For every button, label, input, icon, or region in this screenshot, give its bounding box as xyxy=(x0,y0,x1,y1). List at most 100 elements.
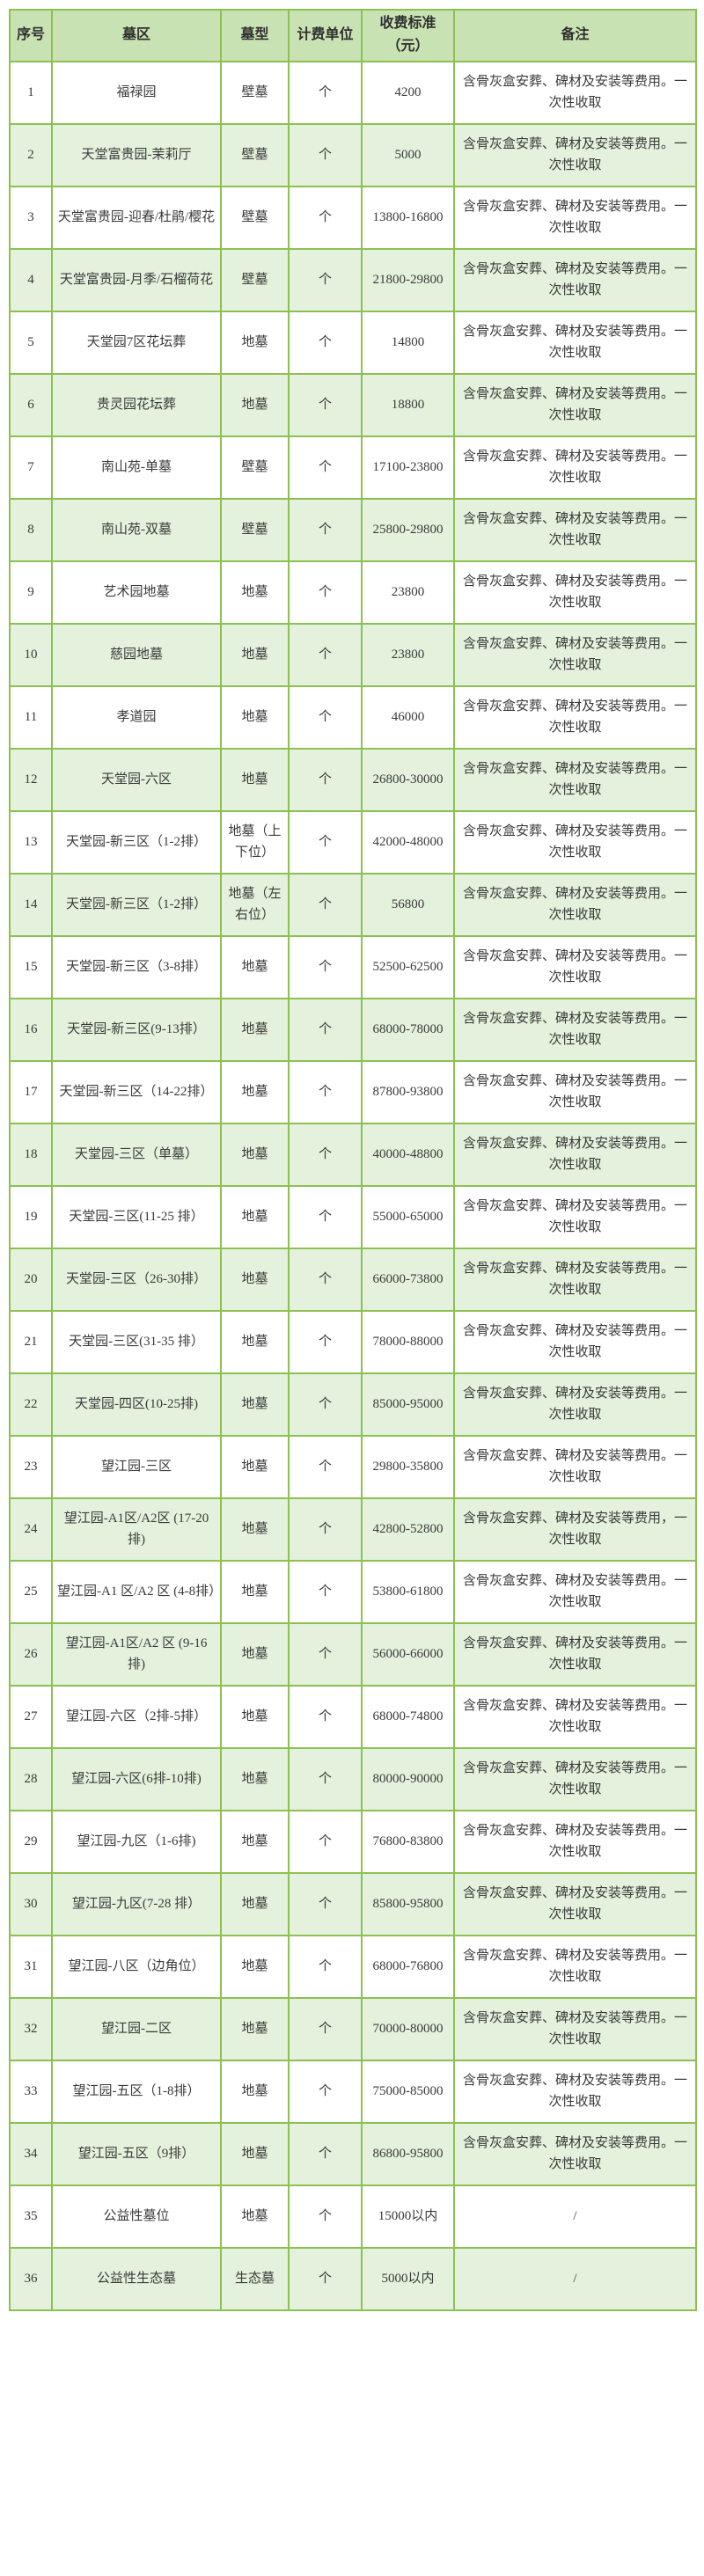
note-cell: 含骨灰盒安葬、碑材及安装等费用。一次性收取 xyxy=(453,872,697,937)
table-row: 2 天堂富贵园-茉莉厅 壁墓个 5000 含骨灰盒安葬、碑材及安装等费用。一次性收取 xyxy=(9,122,697,187)
table-row: 1 福禄园 壁墓个 4200 含骨灰盒安葬、碑材及安装等费用。一次性收取 xyxy=(9,60,697,125)
unit-cell: 个 xyxy=(288,1934,363,1999)
fee-cell: 86800-95800 xyxy=(361,2121,455,2186)
unit-cell: 个 xyxy=(288,809,363,875)
fee-cell: 80000-90000 xyxy=(361,1746,455,1811)
fee-cell: 68000-78000 xyxy=(361,997,455,1062)
column-header-no: 序号 xyxy=(9,9,53,62)
row-index-cell: 36 xyxy=(9,2246,53,2311)
unit-cell: 个 xyxy=(288,1497,363,1562)
column-header-fee: 收费标准（元） xyxy=(361,9,455,62)
fee-cell: 68000-74800 xyxy=(361,1684,455,1749)
row-index-cell: 21 xyxy=(9,1309,53,1374)
unit-cell: 个 xyxy=(288,310,363,375)
note-cell: 含骨灰盒安葬、碑材及安装等费用。一次性收取 xyxy=(453,1934,697,1999)
row-index-cell: 10 xyxy=(9,622,53,687)
note-cell: 含骨灰盒安葬、碑材及安装等费用。一次性收取 xyxy=(453,1372,697,1437)
fee-cell: 23800 xyxy=(361,622,455,687)
tomb-type-cell: 地墓 xyxy=(220,372,290,437)
fee-cell: 56800 xyxy=(361,872,455,937)
area-cell: 南山苑-单墓 xyxy=(51,435,222,500)
unit-cell: 个 xyxy=(288,60,363,125)
tomb-type-cell: 地墓 xyxy=(220,747,290,812)
fee-cell: 68000-76800 xyxy=(361,1934,455,1999)
unit-cell: 个 xyxy=(288,497,363,562)
table-row: 11 孝道园 地墓个 46000 含骨灰盒安葬、碑材及安装等费用。一次性收取 xyxy=(9,684,697,750)
table-row: 9 艺术园地墓 地墓个 23800 含骨灰盒安葬、碑材及安装等费用。一次性收取 xyxy=(9,560,697,625)
tomb-type-cell: 地墓 xyxy=(220,310,290,375)
note-cell: 含骨灰盒安葬、碑材及安装等费用。一次性收取 xyxy=(453,934,697,999)
table-row: 27 望江园-六区（2排-5排） 地墓个 68000-74800 含骨灰盒安葬、碑材及安… xyxy=(9,1684,697,1749)
tomb-type-cell: 地墓 xyxy=(220,1809,290,1874)
unit-cell: 个 xyxy=(288,247,363,312)
row-index-cell: 32 xyxy=(9,1996,53,2061)
area-cell: 天堂园-新三区（3-8排） xyxy=(51,934,222,999)
area-cell: 天堂富贵园-茉莉厅 xyxy=(51,122,222,187)
fee-cell: 25800-29800 xyxy=(361,497,455,562)
area-cell: 望江园-A1 区/A2 区 (4-8排） xyxy=(51,1559,222,1624)
area-cell: 天堂园-六区 xyxy=(51,747,222,812)
tomb-type-cell: 地墓 xyxy=(220,622,290,687)
tomb-type-cell: 地墓 xyxy=(220,2184,290,2249)
unit-cell: 个 xyxy=(288,872,363,937)
fee-cell: 70000-80000 xyxy=(361,1996,455,2061)
row-index-cell: 2 xyxy=(9,122,53,187)
unit-cell: 个 xyxy=(288,622,363,687)
note-cell: 含骨灰盒安葬、碑材及安装等费用。一次性收取 xyxy=(453,2121,697,2186)
table-row: 19 天堂园-三区(11-25 排） 地墓个 55000-65000 含骨灰盒安葬、碑材… xyxy=(9,1184,697,1249)
fee-cell: 4200 xyxy=(361,60,455,125)
unit-cell: 个 xyxy=(288,747,363,812)
tomb-type-cell: 壁墓 xyxy=(220,185,290,250)
fee-cell: 87800-93800 xyxy=(361,1059,455,1124)
note-cell: 含骨灰盒安葬、碑材及安装等费用。一次性收取 xyxy=(453,372,697,437)
note-cell: 含骨灰盒安葬、碑材及安装等费用。一次性收取 xyxy=(453,997,697,1062)
tomb-type-cell: 地墓 xyxy=(220,1184,290,1249)
fee-cell: 5000以内 xyxy=(361,2246,455,2311)
table-row: 29 望江园-九区（1-6排) 地墓个 76800-83800 含骨灰盒安葬、碑材及安装… xyxy=(9,1809,697,1874)
unit-cell: 个 xyxy=(288,1309,363,1374)
table-row: 5 天堂园7区花坛葬 地墓个 14800 含骨灰盒安葬、碑材及安装等费用。一次性收取 xyxy=(9,310,697,375)
row-index-cell: 19 xyxy=(9,1184,53,1249)
unit-cell: 个 xyxy=(288,122,363,187)
fee-cell: 85800-95800 xyxy=(361,1871,455,1936)
table-row: 14 天堂园-新三区（1-2排） 地墓（左右位）个 56800 含骨灰盒安葬、碑材及安装… xyxy=(9,872,697,937)
area-cell: 天堂园-四区(10-25排) xyxy=(51,1372,222,1437)
tomb-type-cell: 地墓 xyxy=(220,1996,290,2061)
tomb-type-cell: 地墓 xyxy=(220,1684,290,1749)
table-row: 28 望江园-六区(6排-10排) 地墓个 80000-90000 含骨灰盒安葬、碑材及… xyxy=(9,1746,697,1811)
area-cell: 望江园-六区（2排-5排） xyxy=(51,1684,222,1749)
note-cell: 含骨灰盒安葬、碑材及安装等费用。一次性收取 xyxy=(453,1309,697,1374)
table-row: 36 公益性生态墓 生态墓个 5000以内 / xyxy=(9,2246,697,2311)
tomb-type-cell: 壁墓 xyxy=(220,247,290,312)
unit-cell: 个 xyxy=(288,1684,363,1749)
area-cell: 望江园-二区 xyxy=(51,1996,222,2061)
unit-cell: 个 xyxy=(288,1122,363,1187)
tomb-type-cell: 地墓 xyxy=(220,1621,290,1687)
area-cell: 公益性生态墓 xyxy=(51,2246,222,2311)
tomb-type-cell: 壁墓 xyxy=(220,435,290,500)
fee-cell: 21800-29800 xyxy=(361,247,455,312)
row-index-cell: 4 xyxy=(9,247,53,312)
unit-cell: 个 xyxy=(288,1434,363,1499)
area-cell: 天堂富贵园-月季/石榴荷花 xyxy=(51,247,222,312)
row-index-cell: 33 xyxy=(9,2059,53,2124)
tomb-type-cell: 地墓 xyxy=(220,1934,290,1999)
area-cell: 天堂园-新三区(9-13排） xyxy=(51,997,222,1062)
fee-cell: 15000以内 xyxy=(361,2184,455,2249)
row-index-cell: 16 xyxy=(9,997,53,1062)
row-index-cell: 6 xyxy=(9,372,53,437)
tomb-type-cell: 地墓 xyxy=(220,684,290,750)
row-index-cell: 3 xyxy=(9,185,53,250)
row-index-cell: 15 xyxy=(9,934,53,999)
note-cell: 含骨灰盒安葬、碑材及安装等费用。一次性收取 xyxy=(453,1871,697,1936)
tomb-type-cell: 地墓 xyxy=(220,1497,290,1562)
area-cell: 望江园-八区（边角位） xyxy=(51,1934,222,1999)
row-index-cell: 24 xyxy=(9,1497,53,1562)
unit-cell: 个 xyxy=(288,997,363,1062)
fee-cell: 18800 xyxy=(361,372,455,437)
fee-cell: 46000 xyxy=(361,684,455,750)
tomb-type-cell: 地墓 xyxy=(220,1059,290,1124)
row-index-cell: 8 xyxy=(9,497,53,562)
area-cell: 望江园-五区（1-8排） xyxy=(51,2059,222,2124)
area-cell: 天堂园7区花坛葬 xyxy=(51,310,222,375)
